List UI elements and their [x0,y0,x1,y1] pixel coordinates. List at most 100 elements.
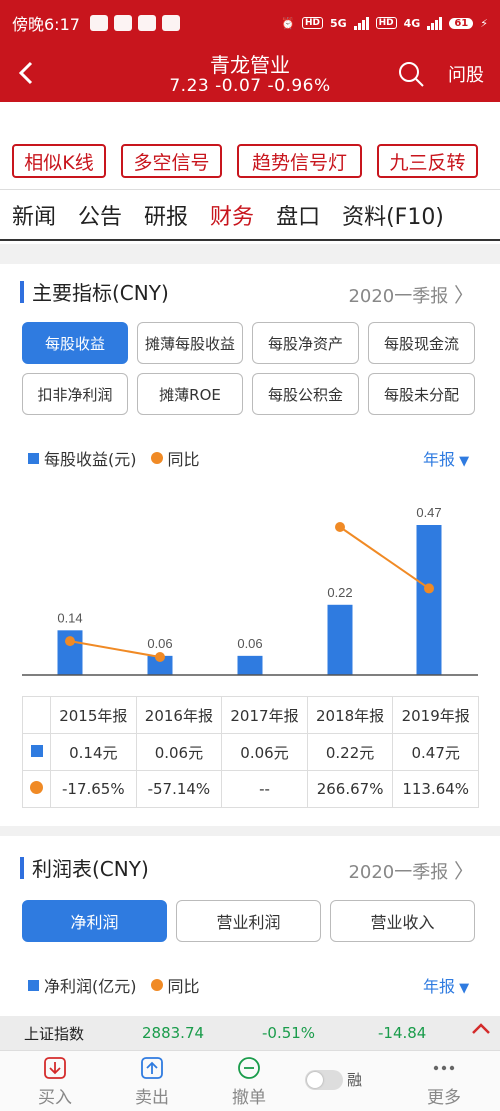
index-price: 2883.74 [142,1024,205,1042]
signal-icon [353,16,369,30]
revenue-button[interactable]: 营业收入 [330,900,475,942]
yoy-point [65,636,75,647]
profit-year-select[interactable]: 年报 ▼ [423,973,469,997]
ask-stock-button[interactable]: 问股 [448,65,484,86]
yoy-line [339,526,430,590]
table-cell: -57.14% [135,770,223,808]
bar-value-label: 0.14 [57,610,82,625]
network-5g-label: 5G [329,16,347,30]
pill-diluted-eps[interactable]: 摊薄每股收益 [137,322,243,364]
hd-badge: HD [301,17,323,29]
pill-cash-flow-ps[interactable]: 每股现金流 [368,322,475,364]
profit-period[interactable]: 2020一季报 〉 [348,855,474,884]
network-4g-label: 4G [403,16,421,30]
main-indicators-title-text: 主要指标(CNY) [32,281,169,305]
period-label: 2020一季报 [348,286,449,307]
back-arrow-icon[interactable] [12,58,42,88]
margin-toggle[interactable]: 融 [305,1069,385,1090]
cancel-order-button[interactable]: 撤单 [214,1055,284,1108]
legend-line-swatch [150,979,163,991]
index-pct: -0.51% [262,1024,316,1042]
operating-profit-button[interactable]: 营业利润 [176,900,321,942]
long-short-signal-button[interactable]: 多空信号 [121,144,222,178]
index-change: -14.84 [378,1024,427,1042]
cancel-order-label: 撤单 [232,1088,266,1108]
line-swatch-icon [30,781,43,794]
similar-kline-button[interactable]: 相似K线 [12,144,106,178]
bar-swatch-icon [30,745,43,757]
buy-button[interactable]: 买入 [20,1055,90,1108]
cloud-icon [89,15,108,31]
trend-signal-light-button[interactable]: 趋势信号灯 [237,144,362,178]
pill-diluted-roe[interactable]: 摊薄ROE [137,373,243,415]
cloud-icon-2 [113,15,132,31]
yoy-point [424,583,434,594]
table-corner-cell [22,696,51,734]
profit-title-text: 利润表(CNY) [32,857,149,881]
eps-chart: 0.14 0.06 0.06 0.22 0.47 [22,505,478,676]
year-select[interactable]: 年报 ▼ [423,446,469,470]
bar-value-label: 0.06 [237,636,262,651]
eps-bar [327,604,353,675]
buy-label: 买入 [38,1088,72,1108]
chart-legend: 每股收益(元) 同比 [28,446,200,470]
pill-undistributed-ps[interactable]: 每股未分配 [368,373,475,415]
more-icon [433,1065,455,1071]
year-select-label: 年报 [423,450,456,469]
main-indicators-period[interactable]: 2020一季报 〉 [348,279,474,308]
charging-icon: ⚡ [480,16,488,30]
legend-bar-label: 净利润(亿元) [44,977,137,996]
nine-three-reversal-button[interactable]: 九三反转 [377,144,478,178]
period-label: 2020一季报 [348,862,449,883]
pill-bvps[interactable]: 每股净资产 [252,322,359,364]
pill-reserve-ps[interactable]: 每股公积金 [252,373,359,415]
app-icon-2 [161,15,180,31]
legend-bar-swatch [28,979,39,991]
battery-icon: 61 [449,17,474,29]
table-header: 2018年报 [306,696,394,734]
bar-value-label: 0.06 [147,636,172,651]
table-cell: 266.67% [306,770,394,808]
net-profit-button[interactable]: 净利润 [22,900,167,942]
bar-value-label: 0.22 [327,585,352,600]
sell-button[interactable]: 卖出 [117,1055,187,1108]
more-button[interactable]: 更多 [409,1055,479,1108]
alarm-icon: ⏰ [281,16,295,30]
table-header: 2017年报 [221,696,308,734]
yoy-point [155,652,165,662]
legend-line-label: 同比 [167,450,200,469]
app-icon [137,15,156,31]
index-name: 上证指数 [24,1024,85,1043]
chevron-right-icon: 〉 [454,859,474,883]
chevron-up-icon[interactable] [470,1018,492,1044]
tab-finance[interactable]: 财务 [210,204,255,230]
tab-f10[interactable]: 资料(F10) [342,204,444,230]
pill-eps[interactable]: 每股收益 [22,322,128,364]
tab-order-book[interactable]: 盘口 [276,204,321,230]
table-cell: -- [221,770,308,808]
eps-bar [237,655,263,675]
tab-news[interactable]: 新闻 [12,204,57,230]
tab-announcements[interactable]: 公告 [78,204,123,230]
table-cell: 113.64% [392,770,479,808]
stock-quote: 7.23 -0.07 -0.96% [169,76,331,96]
search-icon[interactable] [397,60,425,88]
table-row: -17.65% -57.14% -- 266.67% 113.64% [22,770,479,808]
sell-icon [141,1057,163,1079]
caret-down-icon: ▼ [455,981,470,996]
pill-deducted-net-profit[interactable]: 扣非净利润 [22,373,128,415]
stock-tabs: 新闻 公告 研报 财务 盘口 资料(F10) [0,189,500,241]
row-swatch-cell [22,770,51,808]
yoy-point [335,522,345,532]
year-select-label: 年报 [423,977,456,996]
bottom-nav: 买入 卖出 撤单 融 更多 [0,1050,500,1111]
table-cell: 0.22元 [306,733,394,771]
section-marker [20,280,24,303]
index-ticker[interactable]: 上证指数 2883.74 -0.51% -14.84 [0,1016,500,1050]
caret-down-icon: ▼ [455,454,470,469]
legend-bar-swatch [28,452,39,464]
profit-title: 利润表(CNY) [20,853,149,882]
tab-research[interactable]: 研报 [144,204,189,230]
chevron-right-icon: 〉 [454,283,474,307]
table-header: 2015年报 [50,696,137,734]
